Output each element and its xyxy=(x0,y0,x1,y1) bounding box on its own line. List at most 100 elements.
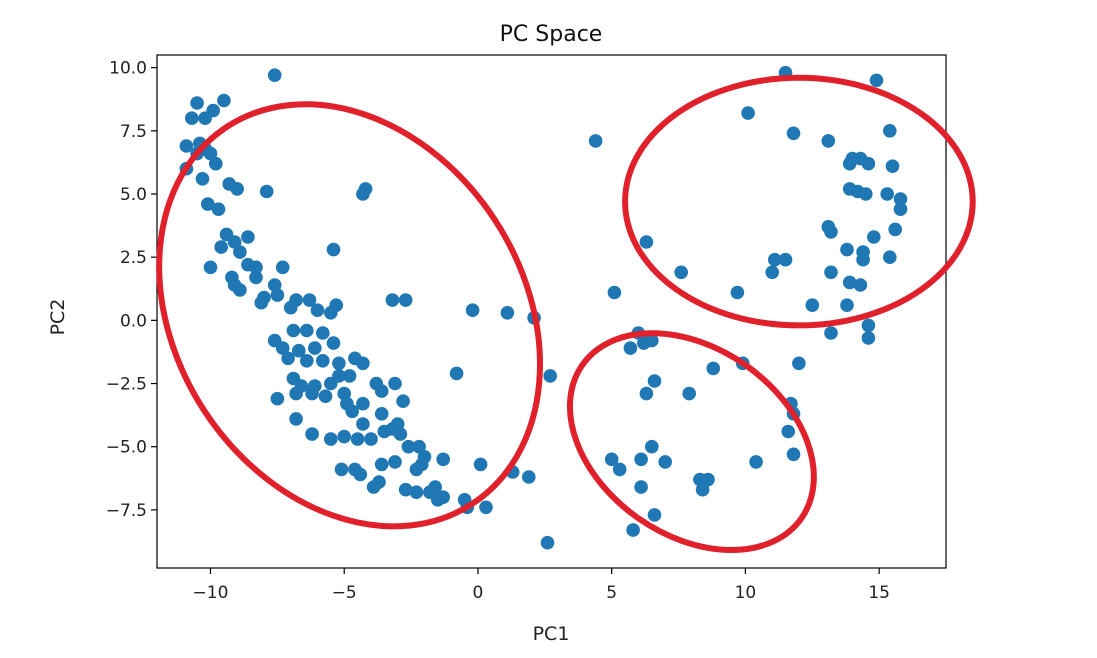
data-point xyxy=(645,439,659,454)
data-point xyxy=(500,306,515,320)
data-point xyxy=(286,323,301,338)
data-point xyxy=(201,197,215,211)
data-point xyxy=(781,424,795,439)
data-point xyxy=(267,68,282,82)
data-point xyxy=(364,432,378,446)
data-point xyxy=(270,288,285,302)
data-point xyxy=(639,386,654,401)
y-tick-label: −2.5 xyxy=(106,375,147,395)
data-point xyxy=(409,485,424,500)
data-point xyxy=(409,462,424,477)
data-point xyxy=(356,356,370,371)
data-point xyxy=(893,192,908,206)
y-tick-label: 7.5 xyxy=(120,122,147,142)
data-point xyxy=(356,417,370,431)
data-point xyxy=(473,457,488,472)
annotation-ellipses xyxy=(156,74,976,553)
data-point xyxy=(292,343,306,358)
data-point xyxy=(356,396,370,411)
data-point xyxy=(393,427,408,441)
data-point xyxy=(203,260,218,275)
data-point xyxy=(374,384,389,398)
data-point xyxy=(259,184,274,199)
data-point xyxy=(300,354,314,368)
data-point xyxy=(289,412,303,426)
data-point xyxy=(741,106,755,120)
data-points xyxy=(179,65,908,550)
data-point xyxy=(398,293,413,307)
data-point xyxy=(385,293,400,307)
data-point xyxy=(436,452,451,467)
data-point xyxy=(824,326,838,340)
data-point xyxy=(479,500,493,515)
data-point xyxy=(241,230,255,244)
data-point xyxy=(853,278,868,292)
data-point xyxy=(398,482,413,497)
x-tick-label: 15 xyxy=(868,583,890,603)
data-point xyxy=(647,508,662,522)
data-point xyxy=(861,331,876,345)
data-point xyxy=(318,389,333,404)
y-axis-label: PC2 xyxy=(47,299,69,336)
data-point xyxy=(249,260,263,275)
data-point xyxy=(249,270,263,285)
data-point xyxy=(588,134,603,148)
data-point xyxy=(214,240,228,254)
data-point xyxy=(626,523,640,537)
data-point xyxy=(778,252,793,267)
plot-frame xyxy=(156,54,947,569)
annotation-ellipse xyxy=(566,330,817,553)
data-point xyxy=(883,124,897,138)
data-point xyxy=(329,298,344,313)
y-tick-label: −7.5 xyxy=(106,501,147,521)
data-point xyxy=(388,455,402,469)
x-tick-label: −10 xyxy=(193,583,229,603)
data-point xyxy=(861,156,876,171)
data-point xyxy=(337,429,352,444)
data-point xyxy=(289,386,303,401)
data-point xyxy=(428,480,443,494)
data-point xyxy=(682,386,696,401)
data-point xyxy=(316,354,330,368)
data-point xyxy=(308,341,322,355)
data-point xyxy=(217,93,231,108)
data-point xyxy=(230,182,244,196)
data-point xyxy=(861,318,876,333)
data-point xyxy=(342,369,357,383)
data-point xyxy=(805,298,820,313)
data-point xyxy=(824,225,838,239)
data-point xyxy=(190,96,204,110)
data-point xyxy=(332,356,346,371)
data-point xyxy=(326,242,341,257)
data-point xyxy=(270,391,285,406)
data-point xyxy=(227,235,242,249)
data-point xyxy=(749,455,763,469)
data-point xyxy=(324,432,338,446)
data-point xyxy=(842,275,857,290)
data-point xyxy=(824,265,838,280)
data-point xyxy=(543,369,557,383)
data-point xyxy=(639,235,654,249)
data-point xyxy=(326,336,341,350)
data-point xyxy=(840,298,854,313)
x-axis-label: PC1 xyxy=(533,623,570,645)
x-tick-label: −5 xyxy=(332,583,357,603)
chart-title: PC Space xyxy=(500,22,603,47)
data-point xyxy=(658,455,672,469)
data-point xyxy=(353,467,368,482)
data-point xyxy=(254,295,269,310)
data-point xyxy=(401,439,416,454)
data-point xyxy=(283,300,298,315)
data-point xyxy=(540,535,555,550)
data-point xyxy=(396,394,410,409)
data-point xyxy=(345,404,360,419)
data-point xyxy=(388,376,402,391)
data-point xyxy=(607,285,622,300)
data-point xyxy=(867,230,881,244)
data-point xyxy=(412,439,426,454)
y-tick-label: 10.0 xyxy=(109,59,147,79)
data-point xyxy=(522,470,536,484)
x-tick-label: 10 xyxy=(735,583,757,603)
y-tick-label: 5.0 xyxy=(120,185,147,205)
data-point xyxy=(869,73,884,88)
